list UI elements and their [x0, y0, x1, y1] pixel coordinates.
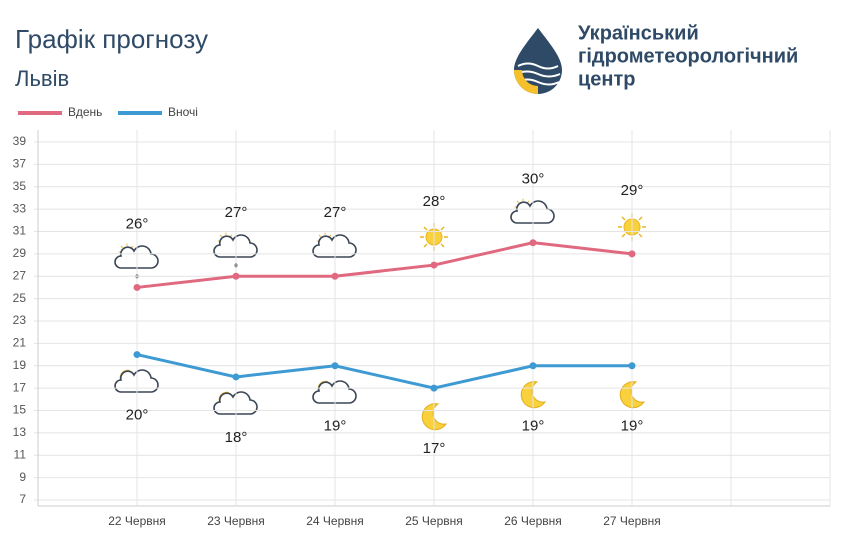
x-tick-label: 24 Червня	[306, 514, 364, 528]
value-label: 26°	[126, 215, 149, 232]
value-label: 19°	[621, 418, 644, 435]
y-tick-label: 17	[13, 380, 27, 394]
y-tick-label: 7	[19, 492, 26, 506]
y-tick-label: 21	[13, 336, 27, 350]
point	[331, 362, 339, 370]
y-tick-label: 39	[13, 134, 27, 148]
y-tick-label: 35	[13, 179, 27, 193]
series-line	[136, 353, 632, 390]
value-label: 19°	[324, 418, 347, 435]
legend-label: Вдень	[68, 105, 102, 119]
y-tick-label: 25	[13, 291, 27, 305]
point	[529, 239, 537, 247]
point	[628, 250, 636, 258]
subtitle: Львів	[15, 66, 69, 91]
legend-label: Вночі	[168, 105, 198, 119]
point	[529, 362, 537, 370]
point	[430, 384, 438, 392]
x-tick-label: 27 Червня	[603, 514, 661, 528]
org-name: гідрометеорологічний	[578, 45, 798, 67]
weather-icons	[115, 199, 647, 431]
value-label: 28°	[423, 193, 446, 210]
y-tick-label: 23	[13, 313, 27, 327]
point	[133, 283, 141, 291]
logo	[514, 28, 562, 94]
value-label: 27°	[324, 204, 347, 221]
value-label: 20°	[126, 407, 149, 424]
point	[232, 272, 240, 280]
y-tick-label: 27	[13, 268, 27, 282]
series-line	[136, 241, 633, 289]
y-tick-label: 31	[13, 224, 27, 238]
y-tick-label: 33	[13, 201, 27, 215]
x-tick-label: 22 Червня	[108, 514, 166, 528]
org-name: Український	[578, 22, 699, 44]
x-tick-label: 26 Червня	[504, 514, 562, 528]
x-tick-label: 25 Червня	[405, 514, 463, 528]
point	[232, 373, 240, 381]
y-tick-label: 11	[14, 447, 27, 461]
title: Графік прогнозу	[15, 24, 208, 54]
point	[133, 351, 141, 359]
x-tick-label: 23 Червня	[207, 514, 265, 528]
value-label: 27°	[225, 204, 248, 221]
value-label: 18°	[225, 429, 248, 446]
org-name: центр	[578, 68, 636, 90]
y-tick-label: 19	[13, 358, 27, 372]
y-tick-label: 37	[13, 157, 27, 171]
y-tick-label: 13	[13, 425, 27, 439]
point	[628, 362, 636, 370]
value-label: 17°	[423, 440, 446, 457]
point	[430, 261, 438, 269]
y-tick-label: 29	[13, 246, 27, 260]
value-label: 29°	[621, 182, 644, 199]
value-label: 19°	[522, 418, 545, 435]
y-tick-label: 9	[19, 470, 26, 484]
point	[331, 272, 339, 280]
y-tick-label: 15	[13, 403, 27, 417]
value-label: 30°	[522, 171, 545, 188]
